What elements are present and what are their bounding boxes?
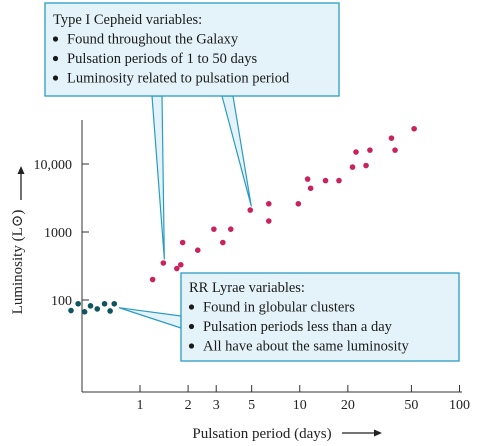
data-point (174, 265, 180, 272)
callout-rr-lyrae: RR Lyrae variables: Found in globular clu… (180, 272, 460, 362)
x-tick-label: 1 (137, 398, 144, 413)
data-point (247, 207, 254, 213)
data-point (322, 177, 329, 184)
data-point (177, 261, 184, 268)
data-point (353, 149, 359, 155)
callout-bullet-text: Found in globular clusters (203, 300, 355, 316)
bullet-icon (188, 343, 195, 349)
callout-heading: Type I Cepheid variables: (53, 12, 202, 28)
data-points (68, 125, 417, 315)
data-point (194, 247, 201, 253)
x-axis-title: Pulsation period (days) (192, 426, 331, 442)
data-point (81, 309, 88, 315)
callout-bullet-text: Luminosity related to pulsation period (67, 71, 290, 87)
x-ticks: 1 2 3 5 10 20 50 100 (137, 385, 470, 413)
y-ticks: 100 1000 10,000 (34, 158, 89, 309)
callout-bullet-text: Pulsation periods less than a day (203, 319, 393, 335)
callouts: Type I Cepheid variables: Found throughou… (44, 2, 460, 362)
y-tick-label: 10,000 (34, 158, 73, 173)
data-point (220, 239, 226, 246)
callout-cepheid: Type I Cepheid variables: Found throughou… (44, 2, 340, 97)
data-point (101, 300, 108, 307)
data-point (160, 260, 167, 266)
data-point (307, 185, 314, 192)
data-point (111, 300, 118, 307)
x-tick-label: 20 (341, 398, 355, 413)
data-point (265, 218, 272, 224)
callout-bullet-text: All have about the same luminosity (203, 339, 410, 355)
data-point (68, 307, 74, 314)
x-axis-arrow (342, 429, 382, 437)
data-point (87, 303, 94, 309)
callout-bullet-text: Pulsation periods of 1 to 50 days (67, 51, 257, 67)
data-point (304, 176, 311, 182)
data-point (295, 200, 302, 207)
data-point (75, 300, 81, 307)
data-point (149, 276, 156, 283)
data-point (392, 147, 398, 153)
data-point (265, 200, 272, 207)
data-point (336, 177, 342, 184)
y-axis-arrow (17, 166, 25, 200)
data-point (388, 135, 395, 141)
data-point (411, 125, 417, 132)
callout-heading: RR Lyrae variables: (189, 280, 305, 296)
callout-bullet-text: Found throughout the Galaxy (67, 32, 239, 48)
bullet-icon (52, 75, 59, 81)
y-tick-label: 1000 (44, 226, 72, 241)
bullet-icon (188, 304, 195, 310)
callout-pointer (221, 95, 252, 207)
x-tick-label: 50 (404, 398, 418, 413)
bullet-icon (52, 55, 59, 62)
callout-pointer (151, 95, 165, 260)
data-point (367, 147, 373, 153)
data-point (349, 164, 356, 170)
data-point (107, 308, 113, 314)
y-tick-label: 100 (51, 294, 72, 309)
data-point (179, 239, 186, 246)
x-tick-label: 10 (293, 398, 307, 413)
x-tick-label: 3 (213, 398, 220, 413)
callout-pointer (118, 307, 182, 329)
data-point (227, 226, 234, 232)
callout-box (44, 2, 340, 97)
data-point (363, 162, 369, 169)
data-point (94, 306, 101, 312)
data-point (211, 226, 217, 232)
callout-box (180, 272, 460, 362)
bullet-icon (52, 36, 59, 42)
x-tick-label: 5 (248, 398, 255, 413)
y-axis-title: Luminosity (L⊙) (10, 210, 26, 315)
bullet-icon (188, 323, 195, 330)
x-tick-label: 100 (449, 398, 470, 413)
x-tick-label: 2 (185, 398, 192, 413)
axes (81, 120, 462, 393)
